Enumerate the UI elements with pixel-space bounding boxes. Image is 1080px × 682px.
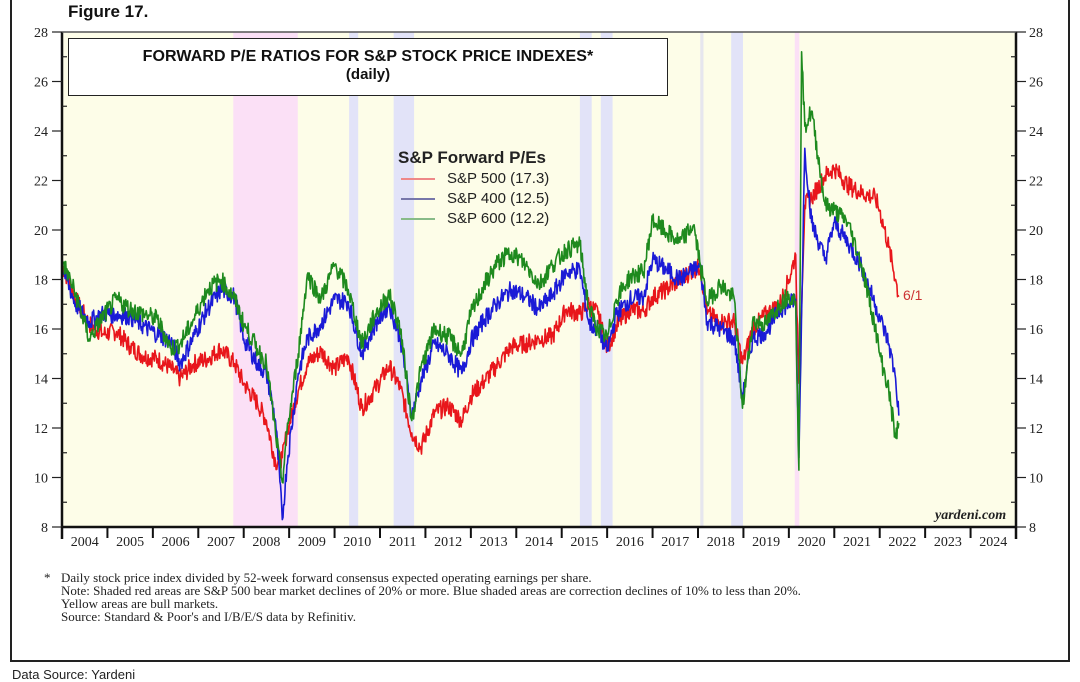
x-tick-label: 2018: [707, 535, 735, 550]
legend-item-sp400: S&P 400 (12.5): [398, 189, 549, 209]
x-tick-label: 2009: [298, 535, 326, 550]
series-line-600: [61, 51, 900, 484]
y-tick-label-right: 20: [1029, 224, 1043, 239]
y-tick-label-left: 22: [34, 175, 48, 190]
legend-label-sp400: S&P 400 (12.5): [447, 190, 550, 207]
legend-item-sp500: S&P 500 (17.3): [398, 169, 549, 189]
legend: S&P Forward P/Es S&P 500 (17.3) S&P 400 …: [398, 148, 549, 229]
figure-frame: [10, 0, 1070, 662]
correction-market-band: [600, 32, 613, 527]
y-tick-label-right: 16: [1029, 323, 1043, 338]
x-tick-label: 2020: [798, 535, 826, 550]
legend-title: S&P Forward P/Es: [398, 148, 547, 167]
x-tick-label: 2008: [252, 535, 280, 550]
x-tick-label: 2015: [570, 535, 598, 550]
x-tick-label: 2016: [616, 535, 644, 550]
y-tick-label-right: 14: [1029, 373, 1043, 388]
x-tick-label: 2004: [71, 535, 99, 550]
y-tick-label-left: 20: [34, 224, 48, 239]
correction-market-band: [393, 32, 415, 527]
y-tick-label-left: 12: [34, 422, 48, 437]
y-tick-label-right: 8: [1029, 521, 1036, 536]
y-tick-label-left: 24: [34, 125, 48, 140]
bear-market-band: [794, 32, 800, 527]
x-tick-label: 2023: [934, 535, 962, 550]
x-tick-label: 2007: [207, 535, 235, 550]
legend-swatch-sp500: [401, 178, 435, 180]
watermark: yardeni.com: [935, 508, 1007, 523]
x-tick-label: 2011: [389, 535, 416, 550]
footnotes: * Daily stock price index divided by 52-…: [44, 571, 801, 623]
y-tick-label-left: 18: [34, 274, 48, 289]
y-tick-label-left: 14: [34, 373, 48, 388]
y-tick-label-right: 22: [1029, 175, 1043, 190]
correction-market-band: [731, 32, 743, 527]
chart-subtitle: (daily): [345, 66, 391, 83]
legend-swatch-sp400: [401, 198, 435, 200]
plot-background: [62, 32, 1016, 527]
chart-title: FORWARD P/E RATIOS FOR S&P STOCK PRICE I…: [142, 48, 594, 65]
correction-market-band: [579, 32, 592, 527]
end-date-marker: 6/1: [903, 287, 923, 303]
x-tick-label: 2024: [979, 535, 1007, 550]
x-tick-label: 2021: [843, 535, 871, 550]
legend-label-sp600: S&P 600 (12.2): [447, 210, 550, 227]
legend-item-sp600: S&P 600 (12.2): [398, 209, 549, 229]
footnote-line-2: Note: Shaded red areas are S&P 500 bear …: [61, 583, 801, 598]
footnote-line-3: Yellow areas are bull markets.: [61, 596, 219, 611]
correction-market-band: [349, 32, 359, 527]
series-line-400: [61, 147, 900, 521]
chart-title-box: FORWARD P/E RATIOS FOR S&P STOCK PRICE I…: [68, 38, 668, 96]
x-tick-label: 2022: [888, 535, 916, 550]
x-tick-label: 2019: [752, 535, 780, 550]
legend-swatch-sp600: [401, 218, 435, 220]
x-tick-label: 2006: [162, 535, 190, 550]
y-tick-label-left: 8: [41, 521, 48, 536]
x-tick-label: 2010: [343, 535, 371, 550]
legend-label-sp500: S&P 500 (17.3): [447, 170, 550, 187]
y-tick-label-right: 28: [1029, 26, 1043, 41]
x-tick-label: 2014: [525, 535, 553, 550]
y-tick-label-right: 26: [1029, 76, 1043, 91]
y-tick-label-left: 26: [34, 76, 48, 91]
footnote-line-1: Daily stock price index divided by 52-we…: [61, 570, 592, 585]
y-tick-label-left: 16: [34, 323, 48, 338]
y-tick-label-left: 28: [34, 26, 48, 41]
y-tick-label-right: 12: [1029, 422, 1043, 437]
x-tick-label: 2012: [434, 535, 462, 550]
y-tick-label-right: 10: [1029, 472, 1043, 487]
footnote-star: *: [44, 570, 51, 585]
footnote-line-4: Source: Standard & Poor's and I/B/E/S da…: [61, 609, 357, 624]
figure-label: Figure 17.: [68, 2, 149, 21]
x-tick-label: 2017: [661, 535, 689, 550]
bull-market-background: [62, 32, 1016, 527]
series-lines: [61, 51, 900, 521]
x-tick-label: 2013: [480, 535, 508, 550]
y-tick-label-left: 10: [34, 472, 48, 487]
y-tick-label-right: 18: [1029, 274, 1043, 289]
bear-market-band: [233, 32, 298, 527]
y-tick-label-right: 24: [1029, 125, 1043, 140]
x-tick-label: 2005: [116, 535, 144, 550]
